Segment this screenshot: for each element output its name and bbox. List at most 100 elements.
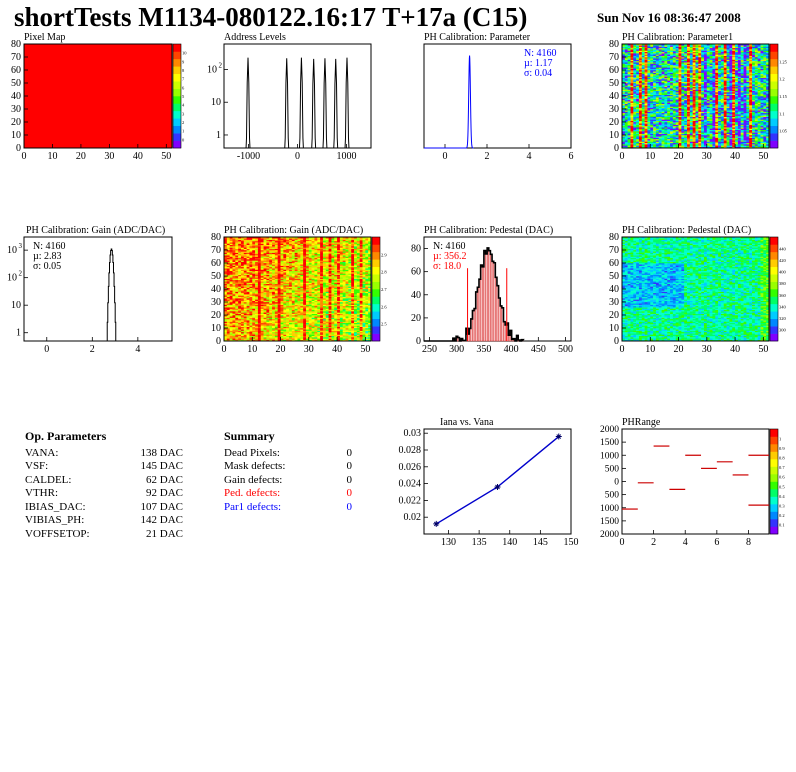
heatmap-cell [633, 83, 637, 85]
heatmap-cell [638, 80, 643, 82]
heatmap-cell [633, 120, 637, 123]
x-tick-label: 40 [730, 151, 740, 162]
x-tick-label: -1000 [237, 151, 260, 162]
heatmap-cell [624, 142, 628, 145]
heatmap-cell [641, 63, 645, 66]
heatmap-cell [630, 124, 634, 127]
heatmap-cell [627, 133, 631, 136]
heatmap-cell [641, 73, 645, 76]
heatmap-cell [644, 136, 648, 138]
heatmap-cell [627, 99, 631, 102]
heatmap-cell [627, 92, 631, 94]
heatmap-cell [633, 133, 637, 136]
heatmap-cell [641, 46, 645, 49]
heatmap-cell [624, 88, 628, 90]
heatmap-cell [622, 119, 626, 121]
heatmap-cell [641, 76, 645, 79]
y-tick-label: 10 [7, 245, 17, 256]
heatmap-cell [624, 137, 628, 140]
heatmap-cell [627, 68, 631, 71]
heatmap-cell [630, 44, 634, 46]
heatmap-cell [644, 53, 648, 55]
palette-cell [770, 118, 778, 127]
heatmap-cell [638, 59, 643, 62]
palette-cell [173, 58, 181, 67]
heatmap-cell [633, 84, 637, 86]
heatmap-cell [630, 107, 634, 110]
heatmap-cell [633, 141, 637, 144]
x-tick-label: 40 [133, 151, 143, 162]
heatmap-cell [630, 141, 634, 144]
x-tick-label: 50 [758, 151, 768, 162]
heatmap-cell [627, 142, 631, 145]
heatmap-cell [644, 88, 648, 90]
heatmap-cell [622, 128, 626, 131]
heatmap-cell [627, 128, 631, 131]
y-tick-label: 20 [609, 117, 619, 128]
heatmap-cell [622, 94, 626, 97]
heatmap-cell [644, 96, 648, 98]
heatmap-cell [630, 77, 634, 80]
heatmap-cell [630, 109, 634, 111]
heatmap-cell [636, 135, 640, 137]
heatmap-cell [630, 66, 634, 68]
heatmap-cell [622, 106, 626, 108]
x-tick-label: 0 [44, 344, 49, 355]
palette-cell [173, 125, 181, 134]
heatmap-cell [622, 83, 626, 85]
palette-label: 6 [182, 85, 185, 90]
heatmap-cell [644, 45, 648, 47]
heatmap-cell [622, 107, 626, 110]
heatmap-cell [638, 131, 643, 133]
heatmap-cell [641, 71, 645, 73]
heatmap-cell [627, 110, 631, 112]
heatmap-cell [644, 133, 648, 136]
palette-cell [770, 73, 778, 82]
heatmap-cell [641, 93, 645, 95]
heatmap-cell [627, 127, 631, 129]
palette-cell [173, 51, 181, 60]
palette-cell [173, 96, 181, 104]
heatmap-cell [641, 85, 645, 88]
heatmap-cell [633, 96, 637, 98]
heatmap-cell [641, 133, 645, 136]
heatmap-cell [627, 75, 631, 77]
heatmap-cell [622, 49, 626, 51]
x-tick-label: 0 [295, 151, 300, 162]
heatmap-cell [636, 55, 640, 58]
heatmap-cell [636, 63, 640, 66]
heatmap-cell [636, 110, 640, 112]
heatmap-cell [627, 67, 631, 69]
heatmap-cell [638, 86, 643, 89]
heatmap-cell [638, 146, 643, 149]
heatmap-cell [641, 146, 645, 149]
heatmap-cell [636, 45, 640, 47]
heatmap-cell [641, 123, 645, 125]
heatmap-cell [622, 144, 626, 146]
heatmap-cell [638, 141, 643, 144]
heatmap-cell [622, 81, 626, 84]
heatmap-cell [633, 146, 637, 149]
heatmap-cell [627, 83, 631, 85]
heatmap-cell [622, 88, 626, 90]
heatmap-cell [630, 114, 634, 116]
heatmap-cell [622, 101, 626, 103]
chart-title: PH Calibration: Gain (ADC/DAC) [224, 225, 363, 236]
heatmap-cell [644, 102, 648, 105]
heatmap-cell [624, 73, 628, 76]
heatmap-cell [641, 92, 645, 94]
heatmap-cell [633, 115, 637, 118]
heatmap-cell [638, 120, 643, 123]
heatmap-cell [630, 84, 634, 86]
heatmap-cell [622, 63, 626, 66]
heatmap-cell [633, 140, 637, 142]
heatmap-cell [624, 80, 628, 82]
heatmap-cell [624, 46, 628, 49]
heatmap-cell [641, 125, 645, 128]
heatmap-cell [638, 49, 643, 51]
heatmap-cell [636, 77, 640, 80]
heatmap-cell [633, 57, 637, 59]
heatmap-cell [630, 101, 634, 103]
heatmap-cell [638, 63, 643, 66]
y-tick-label: 10 [11, 130, 21, 141]
